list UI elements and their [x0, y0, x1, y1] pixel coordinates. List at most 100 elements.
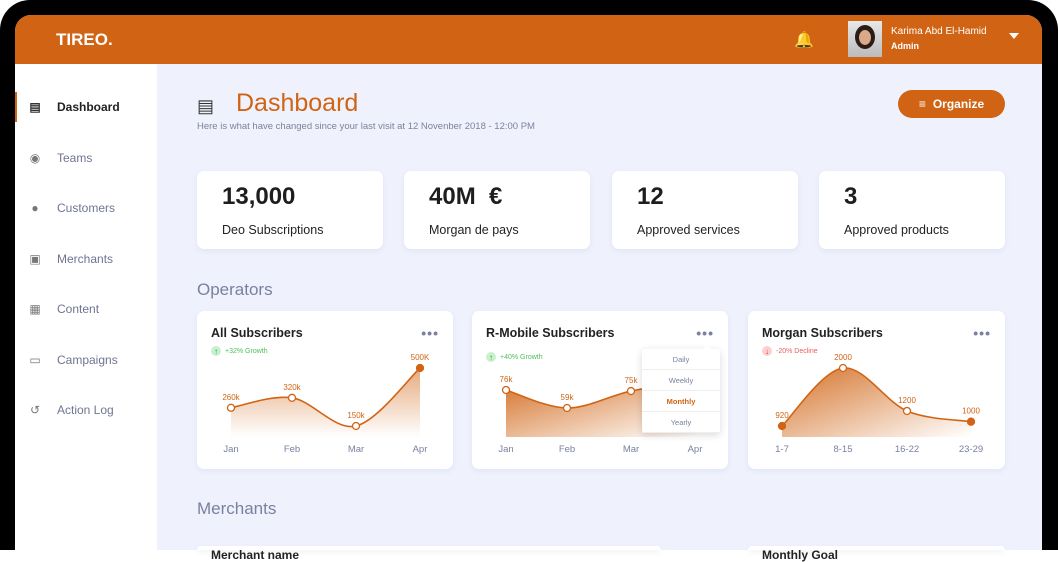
stat-card: 40M € Morgan de pays	[404, 171, 590, 249]
stat-value: 3	[844, 183, 858, 210]
history-icon: ↺	[29, 403, 41, 417]
data-point[interactable]	[415, 363, 425, 373]
x-tick-label: Feb	[284, 444, 300, 455]
x-tick-label: Apr	[688, 444, 703, 455]
x-tick-label: 23-29	[959, 444, 983, 455]
dropdown-option[interactable]: Daily	[642, 349, 720, 370]
x-tick-label: 16-22	[895, 444, 919, 455]
stat-label: Morgan de pays	[429, 223, 519, 237]
x-tick-label: Mar	[348, 444, 364, 455]
sidebar-item-campaigns[interactable]: ▭ Campaigns	[15, 345, 157, 375]
sidebar-item-label: Campaigns	[57, 353, 118, 367]
chart-title: All Subscribers	[211, 326, 303, 340]
more-options-icon[interactable]: •••	[421, 325, 439, 341]
x-tick-label: 8-15	[833, 444, 852, 455]
avatar[interactable]	[848, 21, 882, 57]
sidebar-item-label: Teams	[57, 151, 93, 165]
sidebar-item-label: Dashboard	[57, 100, 120, 114]
merchant-card: Merchant name	[197, 546, 661, 561]
data-label: 59k	[561, 393, 575, 402]
stat-label: Approved products	[844, 223, 949, 237]
content-icon: ▦	[29, 302, 41, 316]
stat-card: 13,000 Deo Subscriptions	[197, 171, 383, 249]
more-options-icon[interactable]: •••	[973, 325, 991, 341]
arrow-up-icon: ↑	[211, 346, 221, 356]
sidebar-item-customers[interactable]: ● Customers	[15, 193, 157, 223]
data-label: 76k	[500, 375, 514, 384]
sidebar-item-action-log[interactable]: ↺ Action Log	[15, 395, 157, 425]
dropdown-option[interactable]: Monthly	[642, 391, 720, 412]
sidebar-item-content[interactable]: ▦ Content	[15, 294, 157, 324]
data-label: 1000	[962, 407, 980, 416]
data-point[interactable]	[351, 421, 361, 431]
page-subtitle: Here is what have changed since your las…	[197, 121, 535, 132]
card-title: Monthly Goal	[762, 548, 838, 562]
teams-icon: ◉	[29, 151, 41, 165]
trend-badge: ↑ +40% Growth	[486, 352, 543, 362]
data-label: 2000	[834, 353, 852, 362]
chart-title: Morgan Subscribers	[762, 326, 883, 340]
more-options-icon[interactable]: •••	[696, 325, 714, 341]
dropdown-option[interactable]: Yearly	[642, 412, 720, 433]
sidebar-item-label: Action Log	[57, 403, 114, 417]
x-tick-label: 1-7	[775, 444, 789, 455]
series-line	[781, 367, 972, 427]
data-point[interactable]	[626, 386, 636, 396]
sidebar-item-dashboard[interactable]: ▤ Dashboard	[15, 92, 157, 122]
chart-svg: 920 1-7 2000 8-15 1200 16-22 1000 23-29	[775, 353, 983, 455]
stat-card: 3 Approved products	[819, 171, 1005, 249]
organize-button[interactable]: ≡ Organize	[898, 90, 1005, 118]
area-fill	[231, 368, 420, 437]
organize-label: Organize	[932, 97, 985, 111]
arrow-down-icon: ↓	[762, 346, 772, 356]
data-point[interactable]	[966, 417, 976, 426]
data-label: 500K	[411, 353, 430, 362]
sidebar-item-teams[interactable]: ◉ Teams	[15, 143, 157, 173]
monthly-goal-card: Monthly Goal	[748, 546, 1005, 561]
store-icon: ▣	[29, 252, 41, 266]
data-point[interactable]	[562, 403, 572, 413]
data-point[interactable]	[838, 363, 848, 373]
period-dropdown: Daily Weekly Monthly Yearly	[642, 345, 720, 433]
chevron-down-icon[interactable]	[1009, 33, 1019, 39]
data-point[interactable]	[226, 403, 236, 412]
bell-icon[interactable]: 🔔	[794, 32, 814, 49]
chart-card-r-mobile-subscribers: 76k Jan 59k Feb 75k Mar Apr R-Mobile Subscribe…	[472, 311, 728, 469]
data-point[interactable]	[287, 393, 297, 402]
data-label: 920	[775, 411, 789, 420]
data-label: 320k	[283, 383, 301, 392]
sidebar-item-label: Customers	[57, 201, 116, 215]
chart-svg: 260k Jan 320k Feb 150k Mar 500K Apr	[222, 353, 430, 455]
data-label: 75k	[625, 376, 639, 385]
x-tick-label: Jan	[498, 444, 513, 455]
chart-icon: ▤	[197, 96, 215, 116]
data-label: 150k	[347, 411, 365, 420]
dropdown-option[interactable]: Weekly	[642, 370, 720, 391]
x-tick-label: Jan	[223, 444, 238, 455]
data-point[interactable]	[777, 421, 787, 431]
sidebar-item-label: Content	[57, 302, 100, 316]
sort-icon: ≡	[918, 97, 926, 111]
chart-card-morgan-subscribers: 920 1-7 2000 8-15 1200 16-22 1000 23-29 Morgan …	[748, 311, 1005, 469]
campaign-icon: ▭	[29, 353, 41, 367]
app-screen: TIREO. 🔔 Karima Abd El-Hamid Admin ▤ Dash…	[15, 15, 1042, 561]
stat-label: Approved services	[637, 223, 740, 237]
chart-icon: ▤	[29, 100, 41, 114]
stat-value: 12	[637, 183, 664, 210]
main-content: ▤ Dashboard Here is what have changed si…	[157, 64, 1042, 561]
page-title: Dashboard	[236, 89, 359, 117]
logo[interactable]: TIREO.	[56, 30, 113, 49]
data-point[interactable]	[902, 406, 912, 416]
trend-text: +32% Growth	[225, 347, 268, 355]
trend-badge: ↑ +32% Growth	[211, 346, 268, 356]
top-bar: TIREO. 🔔 Karima Abd El-Hamid Admin	[15, 15, 1042, 64]
card-title: Merchant name	[211, 548, 300, 562]
user-role: Admin	[891, 41, 919, 51]
stat-label: Deo Subscriptions	[222, 223, 324, 237]
x-tick-label: Mar	[623, 444, 639, 455]
arrow-up-icon: ↑	[486, 352, 496, 362]
sidebar-item-merchants[interactable]: ▣ Merchants	[15, 244, 157, 274]
chart-card-all-subscribers: 260k Jan 320k Feb 150k Mar 500K Apr All Subscri…	[197, 311, 453, 469]
data-point[interactable]	[501, 385, 511, 395]
data-label: 260k	[222, 393, 240, 402]
